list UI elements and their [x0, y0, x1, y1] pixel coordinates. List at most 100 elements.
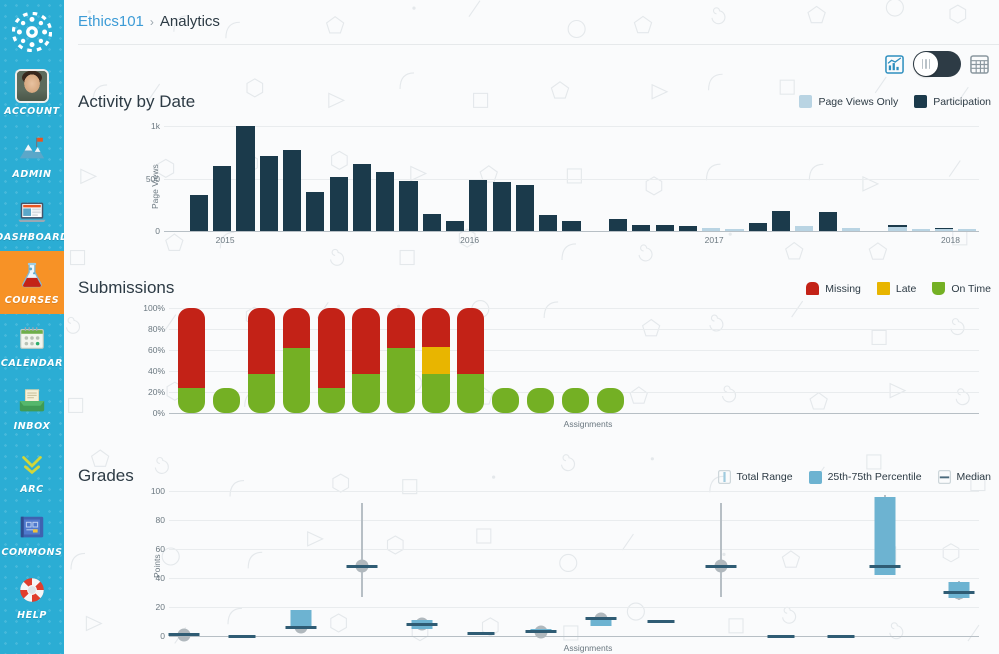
activity-bar-participation[interactable]	[632, 224, 651, 231]
submission-bar-segment[interactable]	[282, 347, 310, 413]
legend-item[interactable]: 25th-75th Percentile	[808, 470, 922, 484]
activity-bar-page-views[interactable]	[911, 229, 930, 231]
submission-bar-segment[interactable]	[422, 346, 450, 375]
sidebar-item-help[interactable]: Help	[0, 566, 64, 629]
sidebar-item-inbox[interactable]: Inbox	[0, 377, 64, 440]
activity-bar-participation[interactable]	[539, 215, 558, 231]
grades-iqr-box[interactable]	[948, 582, 970, 599]
submission-bar-segment[interactable]	[492, 387, 520, 413]
submission-bar-segment[interactable]	[457, 308, 485, 375]
activity-bar-page-views[interactable]	[841, 227, 860, 231]
activity-bar-participation[interactable]	[236, 126, 255, 231]
legend-item[interactable]: Missing	[806, 282, 861, 295]
submission-bar-segment[interactable]	[317, 387, 345, 413]
chart-activity-by-date: Activity by Date Page Views Only Partici…	[64, 92, 999, 254]
sidebar-item-label: Commons	[1, 547, 63, 558]
breadcrumb: Ethics101 › Analytics	[64, 0, 999, 30]
submission-bar-segment[interactable]	[422, 374, 450, 413]
gridline	[169, 636, 979, 637]
grades-total-range[interactable]	[719, 502, 722, 597]
activity-bar-participation[interactable]	[189, 195, 208, 231]
sidebar-item-commons[interactable]: Commons	[0, 503, 64, 566]
sidebar-item-dashboard[interactable]: Dashboard	[0, 188, 64, 251]
activity-bar-page-views[interactable]	[795, 226, 814, 231]
legend-item[interactable]: Participation	[914, 95, 991, 108]
submission-bar-segment[interactable]	[177, 387, 206, 413]
activity-bar-page-views[interactable]	[888, 226, 907, 231]
activity-bar-participation[interactable]	[748, 223, 767, 231]
canvas-logo-icon[interactable]	[11, 11, 53, 53]
activity-bar-page-views[interactable]	[702, 227, 721, 231]
activity-bar-participation[interactable]	[329, 177, 348, 231]
user-avatar-icon	[15, 69, 49, 103]
sidebar-item-arc[interactable]: Arc	[0, 440, 64, 503]
legend-item[interactable]: Page Views Only	[799, 95, 898, 108]
submission-bar-segment[interactable]	[247, 374, 275, 413]
submission-bar-segment[interactable]	[352, 374, 380, 413]
y-axis-tick-label: 60	[155, 544, 165, 554]
chart-table-toggle[interactable]	[913, 51, 961, 77]
breadcrumb-course-link[interactable]: Ethics101	[78, 13, 144, 30]
activity-bar-participation[interactable]	[608, 219, 628, 231]
legend-swatch-total-range	[717, 470, 731, 484]
legend-item[interactable]: On Time	[932, 282, 991, 295]
activity-bar-page-views[interactable]	[958, 229, 977, 231]
submission-bar-segment[interactable]	[352, 308, 380, 375]
submission-bar-segment[interactable]	[457, 374, 485, 413]
chart-grades: Grades Total Range 25th-75th Percentile	[64, 466, 999, 654]
activity-bar-participation[interactable]	[352, 163, 371, 231]
submission-bar-segment[interactable]	[387, 308, 415, 348]
grades-iqr-box[interactable]	[874, 496, 896, 576]
sidebar-item-admin[interactable]: Admin	[0, 125, 64, 188]
activity-bar-participation[interactable]	[678, 226, 697, 231]
activity-bar-participation[interactable]	[818, 211, 837, 231]
activity-bar-participation[interactable]	[771, 210, 791, 231]
activity-bar-participation[interactable]	[259, 156, 278, 231]
activity-bar-participation[interactable]	[213, 165, 232, 231]
submission-bar-segment[interactable]	[212, 387, 240, 413]
activity-bar-page-views[interactable]	[725, 229, 744, 231]
activity-bar-participation[interactable]	[399, 180, 418, 231]
submission-bar-segment[interactable]	[247, 308, 275, 375]
sidebar-item-courses[interactable]: Courses	[0, 251, 64, 314]
submission-bar-segment[interactable]	[596, 387, 625, 413]
laptop-dashboard-icon	[15, 195, 49, 229]
legend-label: Participation	[933, 95, 991, 108]
grades-iqr-box[interactable]	[290, 609, 312, 628]
grades-median-line	[346, 564, 378, 568]
submission-bar-segment[interactable]	[527, 387, 555, 413]
submission-bar-segment[interactable]	[177, 308, 206, 388]
sidebar-item-calendar[interactable]: Calendar	[0, 314, 64, 377]
activity-bar-participation[interactable]	[282, 150, 302, 231]
bar-chart-icon[interactable]	[885, 54, 904, 74]
sidebar-item-account[interactable]: Account	[0, 62, 64, 125]
axis-label-x: Assignments	[563, 419, 613, 429]
activity-bar-participation[interactable]	[562, 221, 581, 231]
grades-total-range[interactable]	[360, 502, 363, 597]
activity-bar-participation[interactable]	[469, 179, 488, 231]
submission-bar-segment[interactable]	[282, 308, 310, 348]
legend-item[interactable]: Total Range	[717, 470, 793, 484]
legend-item[interactable]: Late	[876, 282, 916, 295]
activity-bar-page-views[interactable]	[934, 228, 954, 231]
submission-bar-segment[interactable]	[422, 308, 450, 347]
activity-bar-participation[interactable]	[515, 184, 534, 231]
activity-bar-participation[interactable]	[655, 225, 674, 231]
activity-bar-participation[interactable]	[306, 191, 325, 231]
grades-median-line	[228, 634, 256, 638]
submission-bar-segment[interactable]	[561, 387, 590, 413]
submission-bar-segment[interactable]	[387, 347, 415, 413]
legend-item[interactable]: Median	[937, 470, 991, 484]
y-axis-tick-label: 80	[155, 515, 165, 525]
activity-bar-participation[interactable]	[422, 214, 441, 231]
table-grid-icon[interactable]	[970, 54, 989, 74]
mountain-flag-icon	[15, 132, 49, 166]
x-axis-tick-label: 2015	[215, 235, 235, 245]
activity-bar-participation[interactable]	[492, 182, 511, 231]
submission-bar-segment[interactable]	[317, 308, 345, 388]
activity-bar-participation[interactable]	[445, 220, 465, 231]
activity-bar-participation[interactable]	[376, 172, 395, 231]
grades-iqr-box[interactable]	[590, 617, 612, 626]
grades-median-line	[168, 633, 200, 637]
